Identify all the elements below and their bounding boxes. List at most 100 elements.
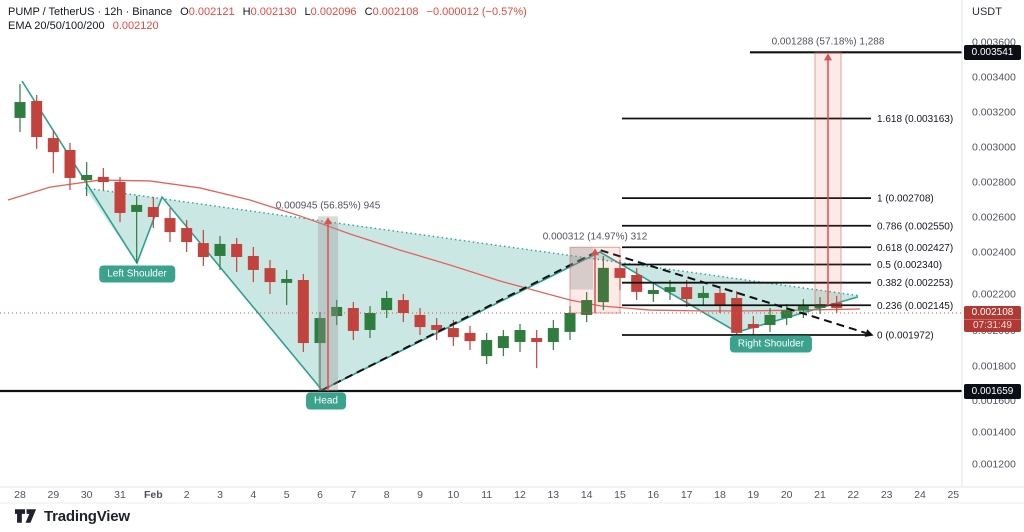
price-axis[interactable]: USDT0.0036000.0034000.0032000.0030000.00… (972, 6, 1016, 471)
date-tick-label: 31 (114, 489, 126, 501)
last-price-badge: 0.002108 07:31:49 (964, 306, 1021, 332)
candle (181, 219, 193, 252)
candle (214, 236, 226, 270)
candle (314, 311, 326, 391)
head-label[interactable]: Head (306, 392, 346, 410)
fib-level-label: 0.236 (0.002145) (877, 301, 953, 312)
candle (297, 273, 309, 352)
candle (497, 329, 509, 357)
candle (131, 196, 143, 264)
date-tick-label: 10 (447, 489, 459, 501)
symbol-title[interactable]: PUMP / TetherUS · 12h · Binance (8, 6, 173, 18)
measurement-annotation[interactable]: 0.000945 (56.85%) 945 (276, 200, 381, 391)
price-tick-label: 0.002600 (972, 212, 1016, 224)
candle (581, 292, 593, 323)
date-tick-label: 14 (581, 489, 593, 501)
date-tick-label: 23 (881, 489, 893, 501)
date-tick-label: Feb (144, 489, 163, 501)
head-and-shoulders-pattern-fill[interactable] (85, 187, 860, 391)
price-tick-label: 0.001800 (972, 360, 1016, 372)
date-tick-label: 5 (284, 489, 290, 501)
fib-retracement[interactable]: 1.618 (0.003163) 1 (0.002708) 0.786 (0.002… (622, 114, 953, 342)
candle (531, 329, 543, 369)
candle (414, 307, 426, 335)
candle (347, 301, 359, 341)
candle (264, 259, 276, 294)
date-tick-label: 24 (914, 489, 926, 501)
date-tick-label: 8 (384, 489, 390, 501)
dashed-trendline[interactable] (321, 248, 867, 391)
candle (97, 168, 109, 191)
price-tick-label: 0.003000 (972, 142, 1016, 154)
fib-level-label: 0.382 (0.002253) (877, 278, 953, 289)
candle (697, 286, 709, 306)
date-tick-label: 6 (317, 489, 323, 501)
candle (147, 197, 159, 229)
candle (481, 332, 493, 364)
candle (197, 229, 209, 266)
price-tick-label: 0.003200 (972, 107, 1016, 119)
candle (597, 255, 609, 311)
date-tick-label: 13 (547, 489, 559, 501)
measurement-annotation[interactable]: 0.000312 (14.97%) 312 (543, 231, 648, 314)
candle (681, 279, 693, 307)
measurement-label: 0.000312 (14.97%) 312 (543, 231, 648, 242)
candle (797, 299, 809, 319)
candle (764, 307, 776, 332)
candle (714, 286, 726, 313)
date-tick-label: 17 (681, 489, 693, 501)
measurement-band-overlay (570, 247, 593, 290)
candle (281, 269, 293, 306)
time-axis[interactable]: 28 29 30 31 Feb 2 3 4 5 6 7 8 9 10 11 12 13 14 15 16 17 18 19 2… (14, 489, 959, 501)
tradingview-logo[interactable]: TradingView (14, 505, 130, 527)
right-shoulder-label[interactable]: Right Shoulder (729, 335, 813, 353)
measurement-arrowhead (324, 217, 332, 225)
quote-currency-label: USDT (972, 6, 1002, 18)
candle (114, 176, 126, 223)
left-shoulder-label[interactable]: Left Shoulder (99, 265, 175, 283)
candle (81, 162, 93, 196)
fib-level-label: 1.618 (0.003163) (877, 114, 953, 125)
change-value: −0.000012 (−0.57%) (426, 6, 527, 18)
trendline-arrowhead (864, 329, 874, 337)
close-label: C (364, 6, 373, 18)
date-tick-label: 9 (417, 489, 423, 501)
price-tick-label: 0.001200 (972, 459, 1016, 471)
date-tick-label: 7 (350, 489, 356, 501)
open-label: O (180, 6, 189, 18)
indicator-value: 0.002120 (112, 20, 159, 32)
candle (647, 282, 659, 302)
candle (781, 304, 793, 325)
measurement-arrowhead (824, 53, 832, 61)
date-tick-label: 29 (47, 489, 59, 501)
high-label: H (242, 6, 251, 18)
date-tick-label: 28 (14, 489, 26, 501)
date-tick-label: 20 (781, 489, 793, 501)
date-tick-label: 18 (714, 489, 726, 501)
low-value: 0.002096 (310, 6, 357, 18)
date-tick-label: 3 (217, 489, 223, 501)
indicator-name[interactable]: EMA 20/50/100/200 (8, 20, 105, 32)
measurement-label: 0.001288 (57.18%) 1,288 (772, 36, 885, 47)
candle (14, 84, 26, 132)
date-tick-label: 25 (947, 489, 959, 501)
price-tick-label: 0.002800 (972, 177, 1016, 189)
candle (397, 293, 409, 323)
candle (381, 291, 393, 319)
candle (47, 130, 59, 174)
fib-level-label: 0.786 (0.002550) (877, 221, 953, 232)
date-tick-label: 19 (747, 489, 759, 501)
candle (514, 324, 526, 352)
last-price-value: 0.002108 (971, 307, 1014, 318)
low-label: L (304, 6, 311, 18)
high-value: 0.002130 (250, 6, 297, 18)
measurement-annotation[interactable]: 0.001288 (57.18%) 1,288 (772, 36, 885, 306)
target-price-badge: 0.003541 (964, 44, 1021, 60)
measurement-label: 0.000945 (56.85%) 945 (276, 200, 381, 211)
candle (164, 208, 176, 243)
date-tick-label: 2 (184, 489, 190, 501)
date-tick-label: 11 (481, 489, 492, 501)
date-tick-label: 15 (614, 489, 626, 501)
date-tick-label: 16 (647, 489, 659, 501)
